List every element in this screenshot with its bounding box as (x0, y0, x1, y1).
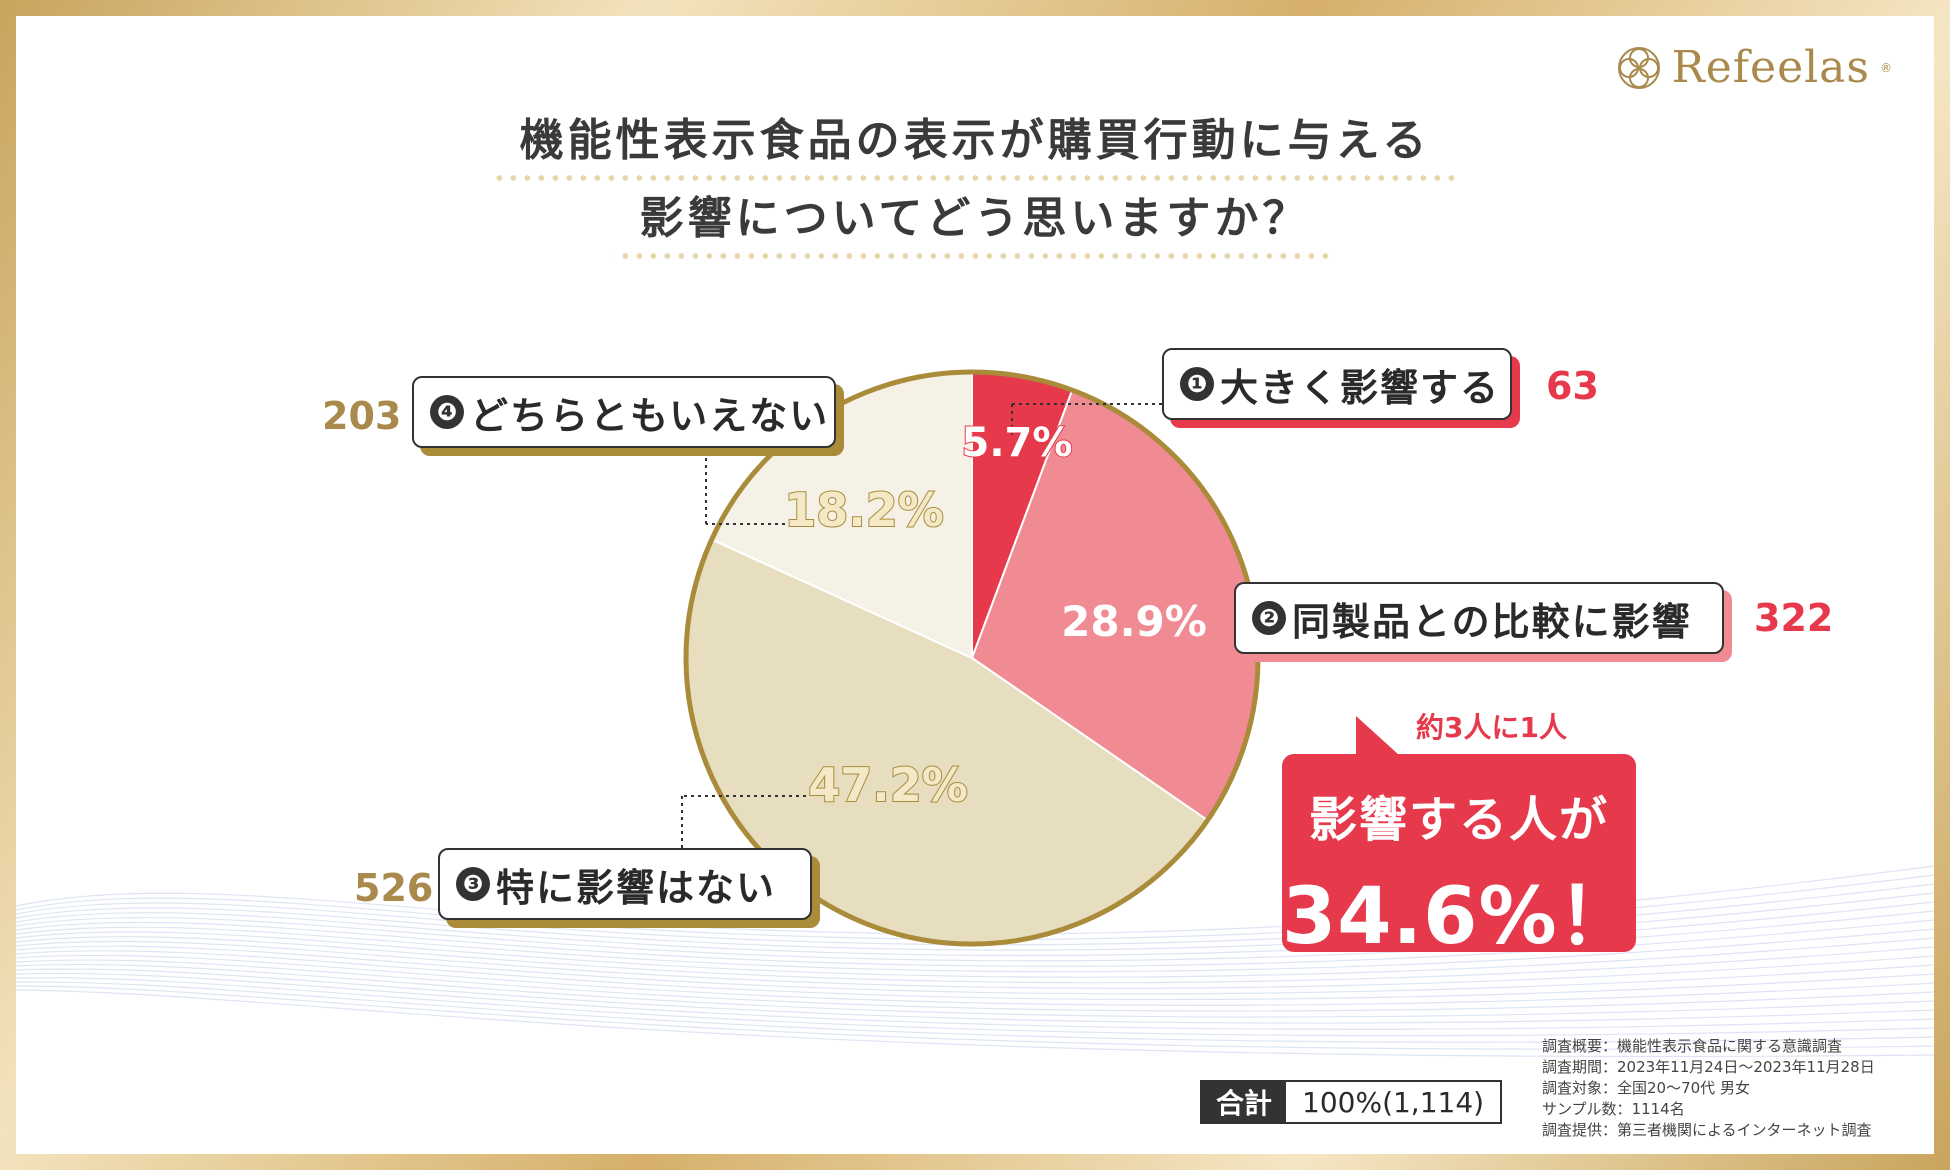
note-line: 調査概要：機能性表示食品に関する意識調査 (1542, 1037, 1843, 1055)
brand-emblem-icon (1617, 46, 1660, 89)
note-line: 調査提供：第三者機関によるインターネット調査 (1542, 1121, 1872, 1139)
note-line: 調査期間：2023年11月24日〜2023年11月28日 (1542, 1058, 1875, 1076)
pie-chart: 5.7% 28.9% 47.2% 18.2% (681, 369, 1261, 947)
brand-registered-mark: ® (1880, 60, 1892, 75)
note-line: 調査対象：全国20〜70代 男女 (1542, 1079, 1750, 1097)
title-line-2: 影響についてどう思いますか？ (16, 182, 1934, 260)
slice-1-number: ❶ (1180, 367, 1214, 401)
infographic-canvas: Refeelas ® 機能性表示食品の表示が購買行動に与える 影響についてどう思… (16, 16, 1934, 1154)
title-text-2: 影響についてどう思いますか？ (613, 182, 1337, 260)
highlight-caption: 約3人に1人 (1416, 711, 1567, 744)
label-slice-1: ❶ 大きく影響する (1162, 348, 1512, 420)
highlight-line-2: 34.6%！ (1282, 872, 1637, 962)
slice-2-percent-label: 28.9% (1061, 597, 1207, 646)
slice-1-percent-label: 5.7% (962, 420, 1073, 466)
slice-2-count: 322 (1754, 596, 1834, 640)
slice-4-label: どちらともいえない (470, 393, 830, 438)
slice-4-percent-label: 18.2% (784, 483, 944, 537)
total-box: 合計 100%(1,114) (1200, 1080, 1503, 1124)
brand-logo: Refeelas ® (1616, 42, 1892, 93)
slice-2-number: ❷ (1252, 601, 1286, 635)
brand-name: Refeelas (1671, 42, 1870, 93)
wave-decoration (16, 865, 1934, 1058)
slice-1-label: 大きく影響する (1220, 365, 1501, 410)
highlight-box: 影響する人が 34.6%！ (1282, 754, 1636, 962)
survey-notes: 調査概要：機能性表示食品に関する意識調査 調査期間：2023年11月24日〜20… (1542, 1036, 1875, 1141)
slice-3-percent-label: 47.2% (808, 758, 968, 812)
note-line: サンプル数：1114名 (1542, 1100, 1685, 1118)
slice-2-label: 同製品との比較に影響 (1292, 599, 1692, 644)
highlight-pointer (1356, 716, 1400, 756)
title-text-1: 機能性表示食品の表示が購買行動に与える (493, 104, 1457, 182)
total-key: 合計 (1202, 1082, 1287, 1122)
total-value: 100%(1,114) (1286, 1082, 1501, 1122)
slice-4-count: 203 (322, 394, 402, 438)
highlight-line-1: 影響する人が (1308, 792, 1609, 848)
pie-outline (683, 369, 1261, 947)
slice-3-number: ❸ (456, 867, 490, 901)
label-slice-4: ❹ どちらともいえない (412, 376, 836, 448)
slice-4-number: ❹ (430, 395, 464, 429)
title-line-1: 機能性表示食品の表示が購買行動に与える (16, 104, 1934, 182)
slice-3-count: 526 (354, 866, 434, 910)
label-slice-3: ❸ 特に影響はない (438, 848, 812, 920)
slice-1-count: 63 (1546, 364, 1599, 408)
label-slice-2: ❷ 同製品との比較に影響 (1234, 582, 1724, 654)
slice-3-label: 特に影響はない (496, 865, 777, 910)
